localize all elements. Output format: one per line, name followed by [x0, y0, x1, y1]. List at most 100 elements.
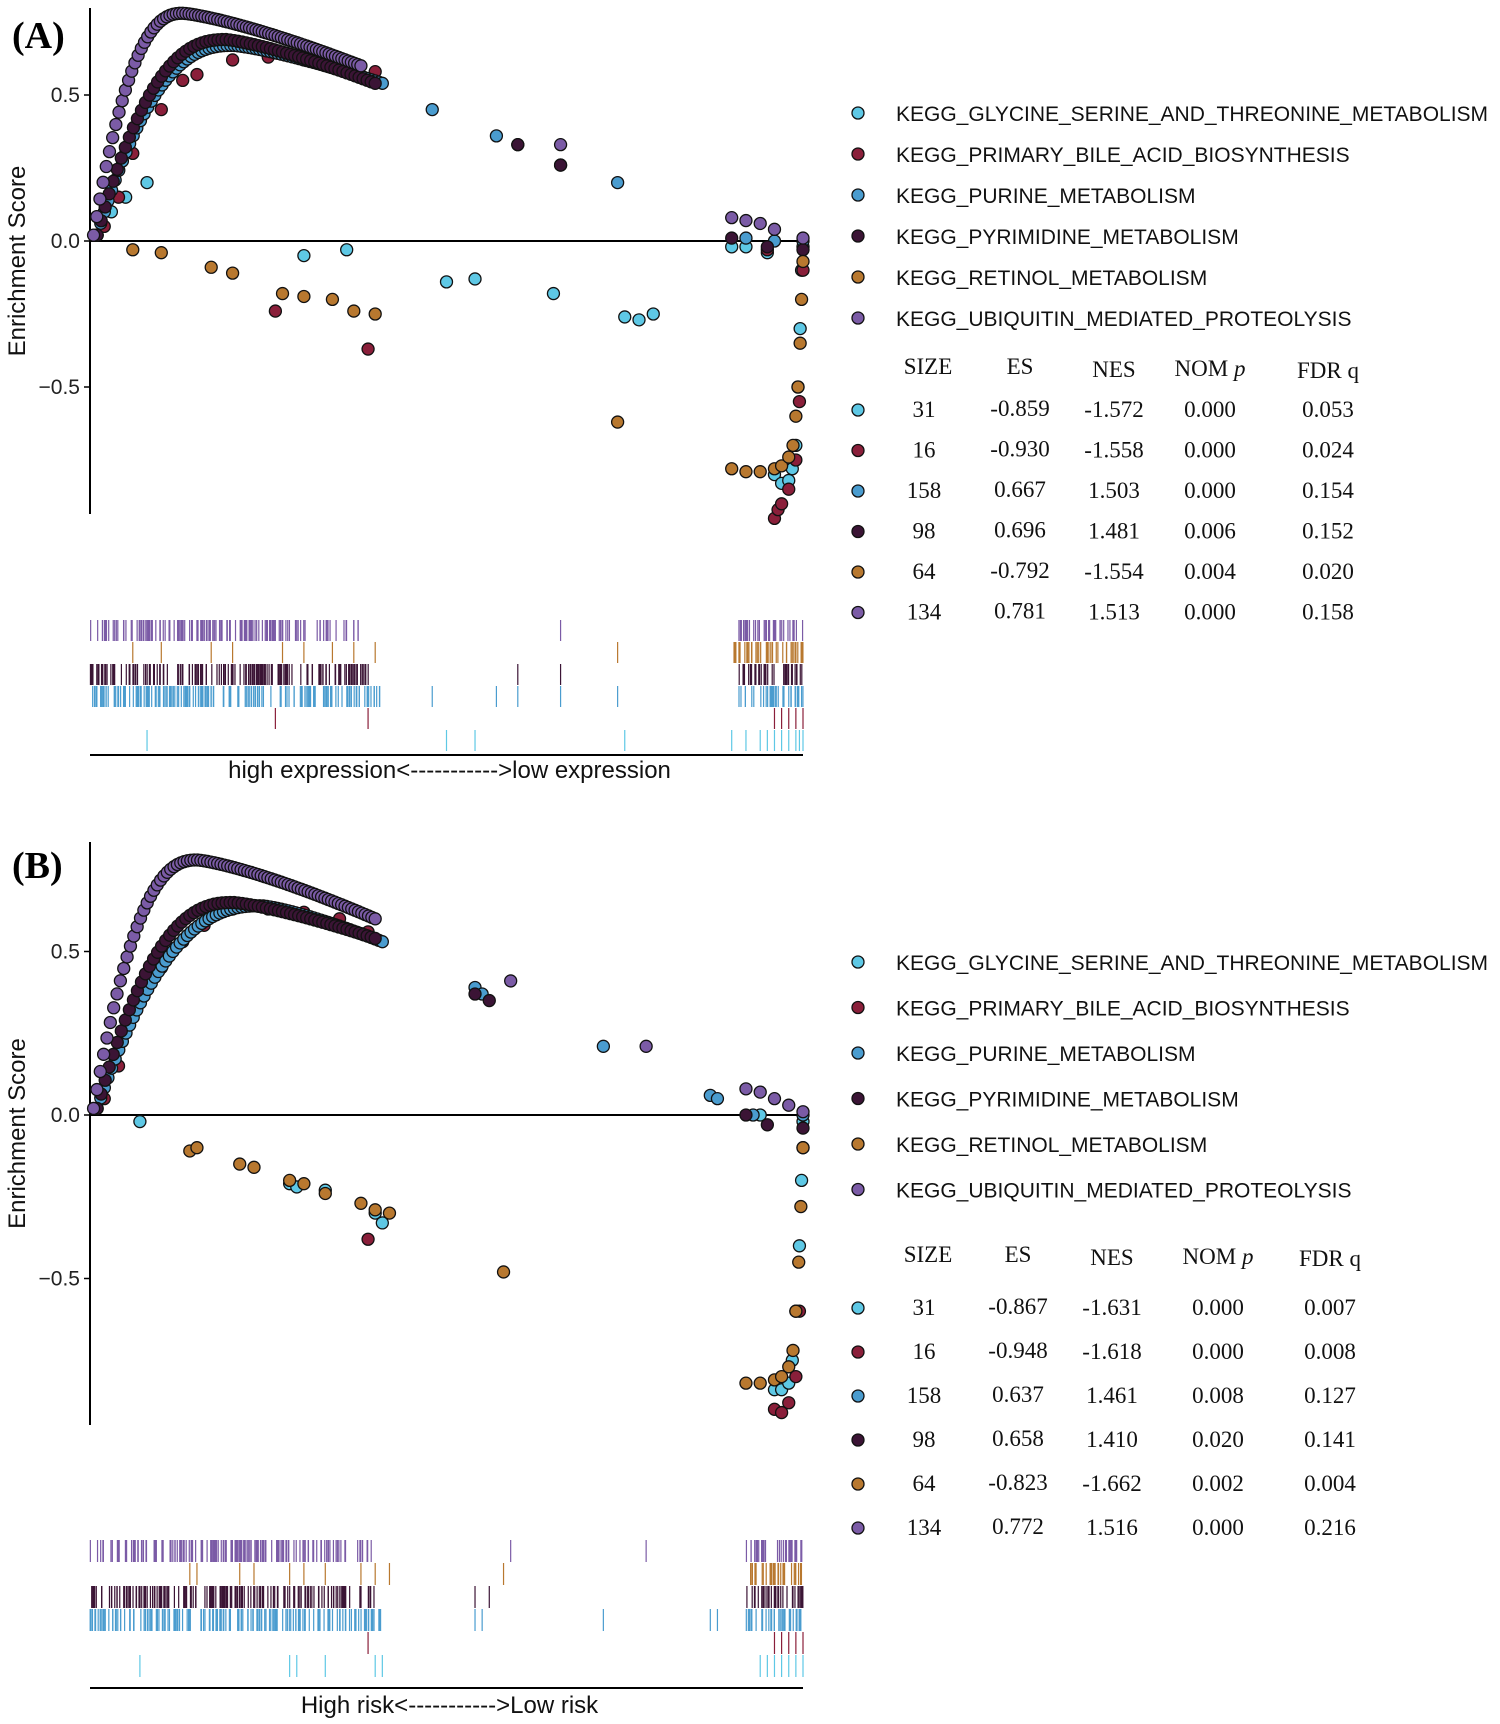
stats-table: SIZE ES NES NOM p FDR q 31 -0.867 -1.631 0.000 0.… — [851, 1242, 1361, 1540]
table-cell-nes: -1.572 — [1084, 397, 1143, 422]
data-point — [632, 313, 646, 327]
legend-label: KEGG_PYRIMIDINE_METABOLISM — [896, 1089, 1239, 1112]
data-point — [99, 159, 113, 174]
data-point — [796, 1141, 810, 1155]
table-cell-nom-p: 0.000 — [1184, 478, 1236, 503]
data-point — [504, 974, 518, 988]
table-cell-nes: 1.461 — [1086, 1383, 1138, 1408]
table-row-marker — [851, 484, 865, 498]
table-row-marker — [851, 565, 865, 579]
data-point — [739, 1108, 753, 1122]
table-cell-fdr-q: 0.152 — [1302, 519, 1354, 544]
data-point — [760, 1118, 774, 1132]
table-cell-nom-p: 0.002 — [1192, 1471, 1244, 1496]
data-point — [794, 292, 809, 307]
data-point — [176, 73, 190, 88]
table-cell-es: -0.930 — [990, 437, 1049, 462]
data-point — [792, 1255, 806, 1269]
data-point — [794, 1199, 808, 1214]
data-point — [725, 210, 739, 225]
data-point — [126, 243, 140, 257]
data-point — [753, 1376, 767, 1390]
data-point — [368, 912, 382, 926]
series-5 — [86, 853, 810, 1119]
rug-band-5 — [89, 1540, 803, 1562]
data-point — [739, 1376, 753, 1390]
data-point — [796, 231, 810, 245]
legend-label: KEGG_RETINOL_METABOLISM — [896, 1134, 1207, 1157]
rug-band-0 — [146, 730, 804, 751]
data-point — [774, 459, 789, 473]
data-point — [368, 931, 382, 946]
nom-p-label: p — [1236, 1244, 1253, 1269]
table-header-fdr-q: FDR q — [1297, 358, 1359, 383]
legend-label: KEGG_UBIQUITIN_MEDIATED_PROTEOLYSIS — [896, 308, 1352, 331]
legend-label: KEGG_RETINOL_METABOLISM — [896, 267, 1207, 290]
data-point — [792, 1239, 807, 1253]
data-point — [268, 304, 283, 318]
table-cell-nom-p: 0.000 — [1184, 600, 1236, 625]
data-point — [297, 248, 311, 263]
table-row-marker — [851, 443, 865, 458]
data-point — [86, 228, 101, 242]
table-cell-fdr-q: 0.020 — [1302, 559, 1354, 584]
y-tick-label: 0.5 — [51, 941, 80, 964]
nom-p-label: p — [1228, 356, 1245, 381]
table-cell-size: 64 — [913, 559, 937, 584]
data-point — [109, 117, 123, 132]
y-tick-label: 0.0 — [51, 1104, 80, 1127]
data-point — [297, 1177, 311, 1191]
legend-marker — [851, 1137, 865, 1151]
series-1 — [97, 902, 810, 1420]
legend-label: KEGG_GLYCINE_SERINE_AND_THREONINE_METABO… — [896, 103, 1488, 126]
table-cell-es: -0.823 — [988, 1470, 1047, 1495]
data-point — [618, 310, 632, 324]
table-header-size: SIZE — [904, 1242, 953, 1267]
data-point — [639, 1039, 653, 1053]
series-4 — [183, 1141, 810, 1390]
table-cell-size: 64 — [913, 1471, 937, 1496]
table-cell-es: 0.781 — [994, 599, 1046, 624]
rug-band-1 — [274, 708, 804, 729]
data-point — [190, 67, 204, 82]
table-cell-nom-p: 0.006 — [1184, 519, 1236, 544]
x-axis-label: High risk<----------->Low risk — [301, 1692, 599, 1719]
legend-label: KEGG_GLYCINE_SERINE_AND_THREONINE_METABO… — [896, 952, 1488, 975]
nom-label: NOM — [1175, 356, 1229, 381]
data-point — [96, 1047, 111, 1061]
data-point — [753, 465, 767, 479]
data-point — [340, 243, 354, 257]
data-point — [297, 289, 311, 304]
rug-band-3 — [89, 664, 803, 685]
table-cell-size: 31 — [913, 397, 936, 422]
table-header-nes: NES — [1092, 357, 1135, 382]
data-point — [110, 987, 124, 1001]
data-point — [275, 286, 290, 301]
data-point — [154, 102, 168, 117]
data-point — [247, 1160, 261, 1174]
table-row-marker — [851, 1301, 865, 1315]
data-point — [789, 1369, 803, 1384]
data-point — [739, 465, 753, 479]
table-header-es: ES — [1007, 354, 1034, 379]
table-cell-fdr-q: 0.141 — [1304, 1427, 1356, 1452]
table-cell-nes: 1.503 — [1088, 478, 1140, 503]
table-row-marker — [851, 1521, 865, 1535]
data-point — [347, 304, 361, 318]
rug-band-5 — [90, 620, 804, 641]
table-cell-es: 0.658 — [992, 1426, 1044, 1451]
data-point — [368, 1203, 382, 1217]
data-point — [796, 243, 810, 257]
data-point — [767, 1092, 782, 1106]
data-point — [596, 1039, 611, 1053]
table-row-marker — [851, 1345, 865, 1359]
data-point — [739, 231, 753, 245]
table-cell-nes: -1.631 — [1082, 1295, 1141, 1320]
data-point — [482, 993, 496, 1008]
rug-band-0 — [139, 1655, 804, 1677]
table-cell-nom-p: 0.000 — [1192, 1515, 1244, 1540]
data-point — [190, 1141, 204, 1155]
y-tick-label: 0.5 — [51, 84, 80, 107]
data-point — [106, 130, 120, 145]
legend-label: KEGG_PRIMARY_BILE_ACID_BIOSYNTHESIS — [896, 144, 1350, 167]
